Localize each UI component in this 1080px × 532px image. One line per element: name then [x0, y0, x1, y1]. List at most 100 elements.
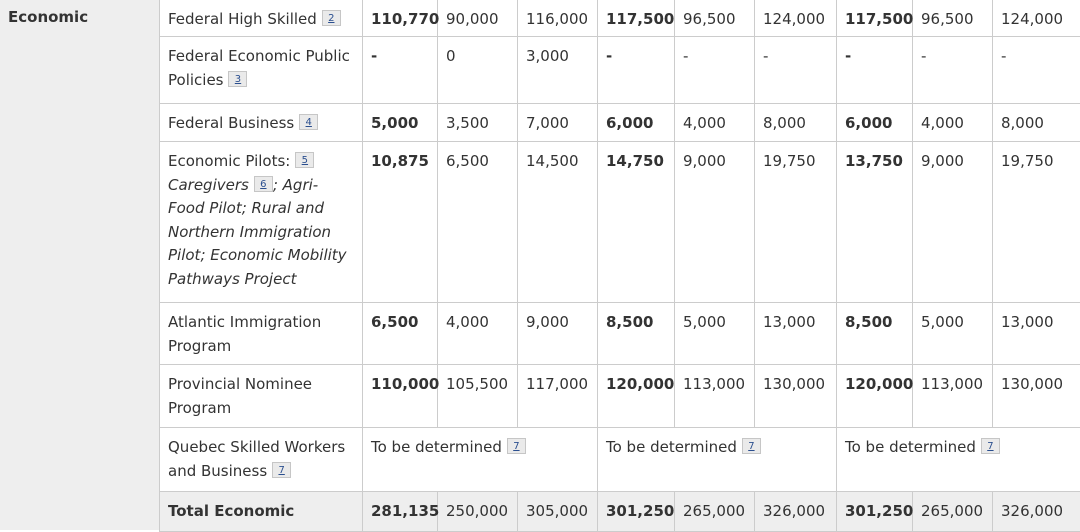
value-cell: 6,000 — [837, 104, 913, 142]
value-cell: 130,000 — [755, 365, 837, 428]
value-cell: 8,500 — [598, 303, 675, 365]
program-name: Economic Pilots: — [168, 152, 290, 170]
value-cell: 116,000 — [518, 0, 598, 37]
tbd-text: To be determined — [371, 438, 502, 456]
footnote-link[interactable]: 3 — [228, 71, 247, 87]
program-name: Quebec Skilled Workers and Business — [168, 438, 345, 480]
value-cell: 6,500 — [438, 142, 518, 303]
value-cell: 110,000 — [363, 365, 438, 428]
table-row: Federal High Skilled 2 110,770 90,000 116… — [160, 0, 1080, 37]
value-cell: 120,000 — [598, 365, 675, 428]
value-cell: - — [598, 37, 675, 104]
program-cell: Federal Business 4 — [160, 104, 363, 142]
total-value-cell: 281,135 — [363, 492, 438, 532]
value-cell: 6,500 — [363, 303, 438, 365]
value-cell: - — [913, 37, 993, 104]
footnote-link[interactable]: 7 — [981, 438, 1000, 454]
value-cell: 110,770 — [363, 0, 438, 37]
value-cell: 10,875 — [363, 142, 438, 303]
footnote-link[interactable]: 5 — [295, 152, 314, 168]
program-name: Federal High Skilled — [168, 10, 317, 28]
total-value-cell: 301,250 — [598, 492, 675, 532]
total-value-cell: 326,000 — [755, 492, 837, 532]
value-cell: 5,000 — [363, 104, 438, 142]
value-cell: 90,000 — [438, 0, 518, 37]
value-cell: 113,000 — [913, 365, 993, 428]
tbd-cell: To be determined 7 — [363, 428, 598, 492]
value-cell: 14,750 — [598, 142, 675, 303]
value-cell: 124,000 — [993, 0, 1080, 37]
value-cell: 4,000 — [438, 303, 518, 365]
program-cell: Atlantic Immigration Program — [160, 303, 363, 365]
value-cell: - — [837, 37, 913, 104]
value-cell: 13,000 — [755, 303, 837, 365]
value-cell: 4,000 — [913, 104, 993, 142]
value-cell: 8,000 — [993, 104, 1080, 142]
program-name: Provincial Nominee Program — [168, 375, 312, 417]
program-name: Federal Business — [168, 114, 294, 132]
value-cell: 130,000 — [993, 365, 1080, 428]
footnote-link[interactable]: 2 — [322, 10, 341, 26]
value-cell: 96,500 — [675, 0, 755, 37]
value-cell: 4,000 — [675, 104, 755, 142]
tbd-cell: To be determined 7 — [837, 428, 1080, 492]
total-value-cell: 250,000 — [438, 492, 518, 532]
value-cell: 117,000 — [518, 365, 598, 428]
value-cell: 117,500 — [837, 0, 913, 37]
value-cell: 19,750 — [755, 142, 837, 303]
program-cell: Federal High Skilled 2 — [160, 0, 363, 37]
value-cell: 105,500 — [438, 365, 518, 428]
value-cell: 7,000 — [518, 104, 598, 142]
tbd-text: To be determined — [606, 438, 737, 456]
footnote-link[interactable]: 7 — [272, 462, 291, 478]
total-value-cell: 326,000 — [993, 492, 1080, 532]
pilot-caregivers: Caregivers — [168, 176, 249, 194]
value-cell: - — [363, 37, 438, 104]
value-cell: 13,750 — [837, 142, 913, 303]
tbd-cell: To be determined 7 — [598, 428, 837, 492]
value-cell: 13,000 — [993, 303, 1080, 365]
value-cell: 8,000 — [755, 104, 837, 142]
value-cell: 3,000 — [518, 37, 598, 104]
value-cell: - — [755, 37, 837, 104]
total-value-cell: 265,000 — [675, 492, 755, 532]
value-cell: 117,500 — [598, 0, 675, 37]
total-value-cell: 305,000 — [518, 492, 598, 532]
value-cell: 3,500 — [438, 104, 518, 142]
value-cell: 124,000 — [755, 0, 837, 37]
footnote-link[interactable]: 4 — [299, 114, 318, 130]
table-row: Federal Business 4 5,000 3,500 7,000 6,00… — [160, 104, 1080, 142]
footnote-link[interactable]: 6 — [254, 176, 273, 192]
program-name: Atlantic Immigration Program — [168, 313, 321, 355]
value-cell: - — [675, 37, 755, 104]
value-cell: 5,000 — [675, 303, 755, 365]
value-cell: 5,000 — [913, 303, 993, 365]
value-cell: 113,000 — [675, 365, 755, 428]
value-cell: 19,750 — [993, 142, 1080, 303]
value-cell: 9,000 — [913, 142, 993, 303]
value-cell: 9,000 — [675, 142, 755, 303]
value-cell: 14,500 — [518, 142, 598, 303]
category-column: Economic — [0, 0, 159, 530]
value-cell: 8,500 — [837, 303, 913, 365]
tbd-text: To be determined — [845, 438, 976, 456]
value-cell: 120,000 — [837, 365, 913, 428]
category-label: Economic — [8, 8, 88, 26]
total-row: Total Economic 281,135 250,000 305,000 3… — [160, 492, 1080, 532]
footnote-link[interactable]: 7 — [742, 438, 761, 454]
total-label: Total Economic — [160, 492, 363, 532]
footnote-link[interactable]: 7 — [507, 438, 526, 454]
value-cell: 0 — [438, 37, 518, 104]
value-cell: - — [993, 37, 1080, 104]
table-row: Atlantic Immigration Program 6,500 4,000… — [160, 303, 1080, 365]
program-cell: Provincial Nominee Program — [160, 365, 363, 428]
total-value-cell: 301,250 — [837, 492, 913, 532]
value-cell: 9,000 — [518, 303, 598, 365]
